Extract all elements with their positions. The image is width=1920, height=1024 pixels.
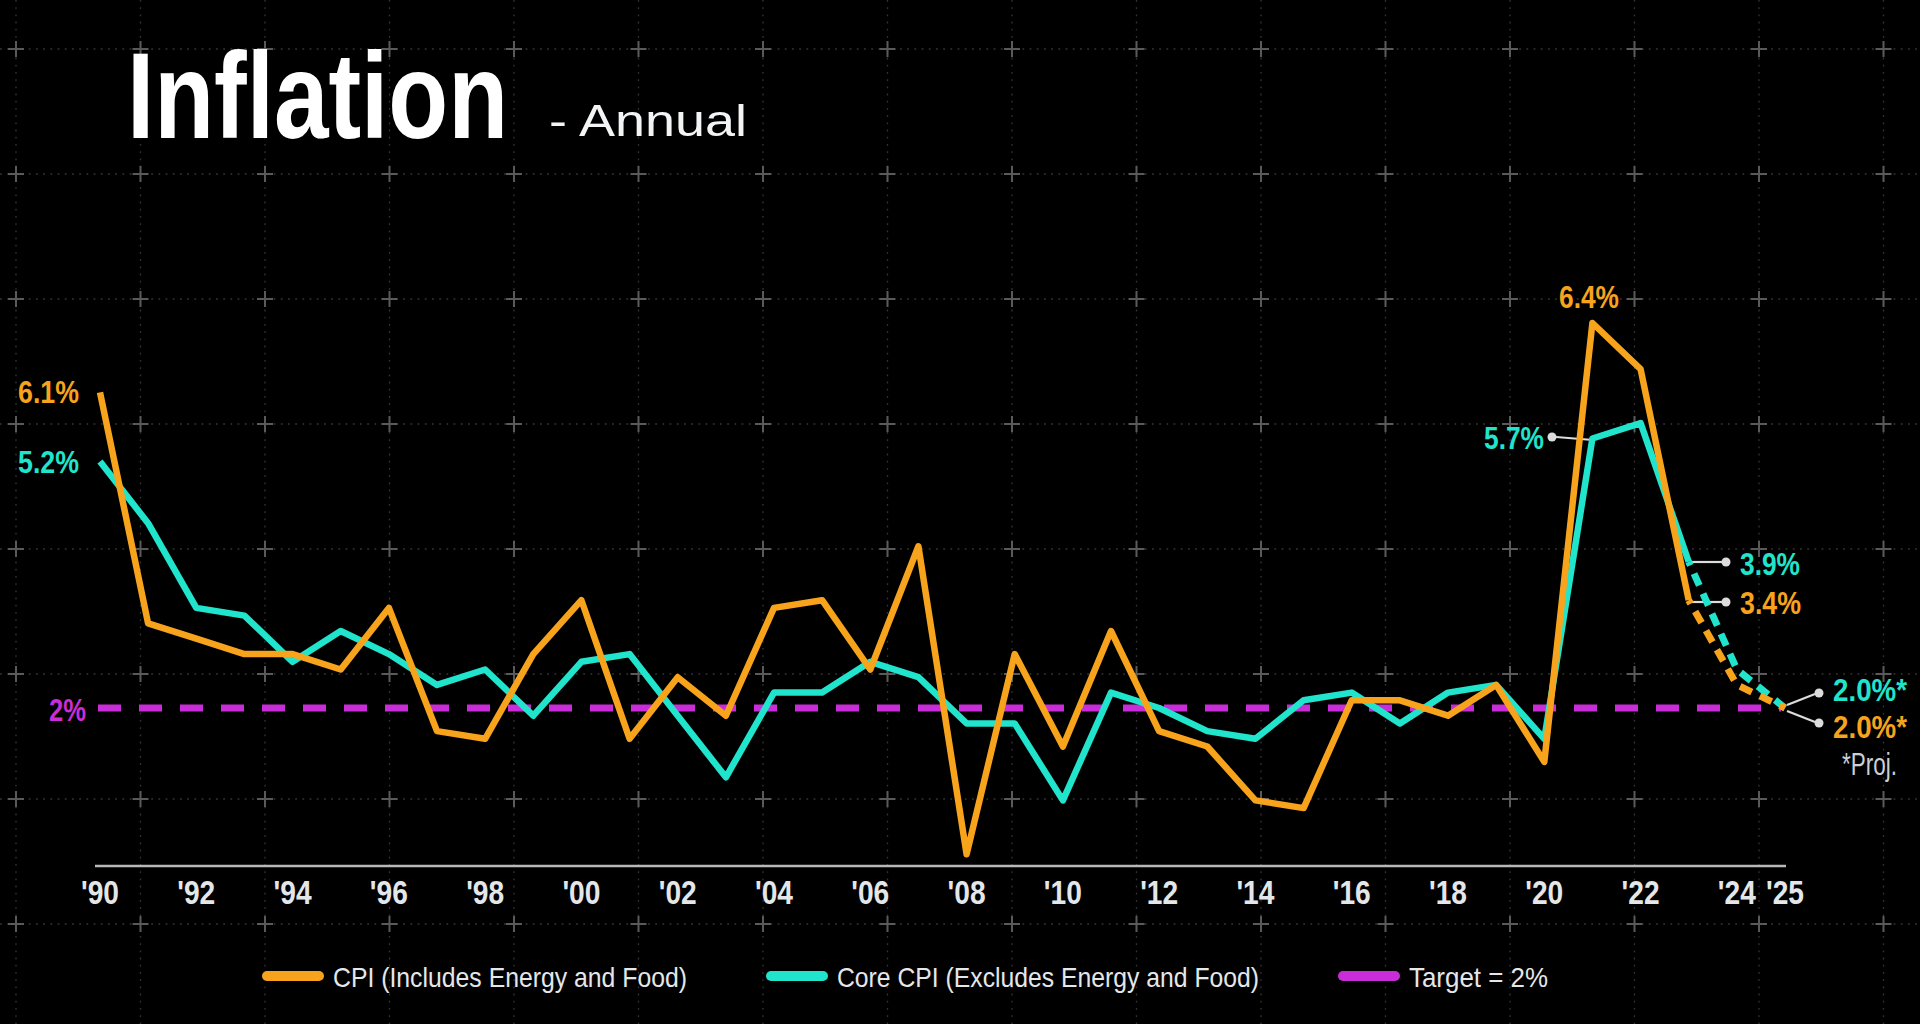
leader-dot <box>1722 598 1731 607</box>
annotation-core-2023: 3.9% <box>1740 546 1800 582</box>
x-axis-label: '94 <box>274 874 313 911</box>
annotation-cpi-peak: 6.4% <box>1559 279 1619 315</box>
leader-dot <box>1722 558 1731 567</box>
x-axis-label: '14 <box>1236 874 1275 911</box>
annotation-cpi-1990: 6.1% <box>18 374 79 410</box>
legend-item-cpi: CPI (Includes Energy and Food) <box>267 962 687 993</box>
x-axis-label: '12 <box>1140 874 1178 911</box>
x-axis-label: '92 <box>177 874 215 911</box>
x-axis-label: '04 <box>755 874 794 911</box>
x-axis-label: '02 <box>659 874 697 911</box>
legend-label-target: Target = 2% <box>1409 962 1548 993</box>
x-axis-label: '20 <box>1525 874 1563 911</box>
x-axis-label: '08 <box>948 874 986 911</box>
legend-label-core-cpi: Core CPI (Excludes Energy and Food) <box>837 962 1259 993</box>
x-axis-label: '22 <box>1622 874 1660 911</box>
legend-item-target: Target = 2% <box>1343 962 1548 993</box>
leader-dot <box>1548 433 1557 442</box>
x-axis-label: '00 <box>562 874 600 911</box>
chart-title: Inflation <box>127 27 508 164</box>
inflation-chart: '90 '92 '94 '96 '98 '00 '02 '04 '06 '08 '10 '12 '14 '… <box>0 0 1920 1024</box>
annotation-target-label: 2% <box>49 692 86 728</box>
x-axis-label: '10 <box>1044 874 1082 911</box>
legend-item-core-cpi: Core CPI (Excludes Energy and Food) <box>771 962 1259 993</box>
x-axis-label: '98 <box>466 874 504 911</box>
leader-line <box>1787 711 1815 722</box>
annotation-cpi-2025-proj: 2.0%* <box>1833 709 1907 745</box>
leader-line <box>1556 437 1593 440</box>
annotation-cpi-2023: 3.4% <box>1740 585 1801 621</box>
leader-dot <box>1815 689 1824 698</box>
x-axis-label: '16 <box>1333 874 1371 911</box>
core-cpi-projection-line <box>1689 562 1785 708</box>
annotation-core-2025-proj: 2.0%* <box>1833 672 1907 708</box>
annotation-core-1990: 5.2% <box>18 444 79 480</box>
x-axis-label: '90 <box>81 874 119 911</box>
legend: CPI (Includes Energy and Food) Core CPI … <box>267 962 1548 993</box>
x-axis-label: '18 <box>1429 874 1467 911</box>
x-axis-labels: '90 '92 '94 '96 '98 '00 '02 '04 '06 '08 '10 '12 '14 '… <box>81 874 1804 911</box>
leader-line <box>1787 694 1815 705</box>
x-axis-label: '24 <box>1718 874 1757 911</box>
annotation-core-peak: 5.7% <box>1484 420 1544 456</box>
x-axis-label: '06 <box>851 874 889 911</box>
leader-dot <box>1815 719 1824 728</box>
grid-plus-markers-icon <box>8 41 1892 932</box>
x-axis-label: '25 <box>1766 874 1804 911</box>
legend-label-cpi: CPI (Includes Energy and Food) <box>333 962 687 993</box>
cpi-line <box>100 323 1689 854</box>
x-axis-label: '96 <box>370 874 408 911</box>
annotation-proj-footnote: *Proj. <box>1842 746 1897 782</box>
chart-subtitle: - Annual <box>549 96 747 145</box>
